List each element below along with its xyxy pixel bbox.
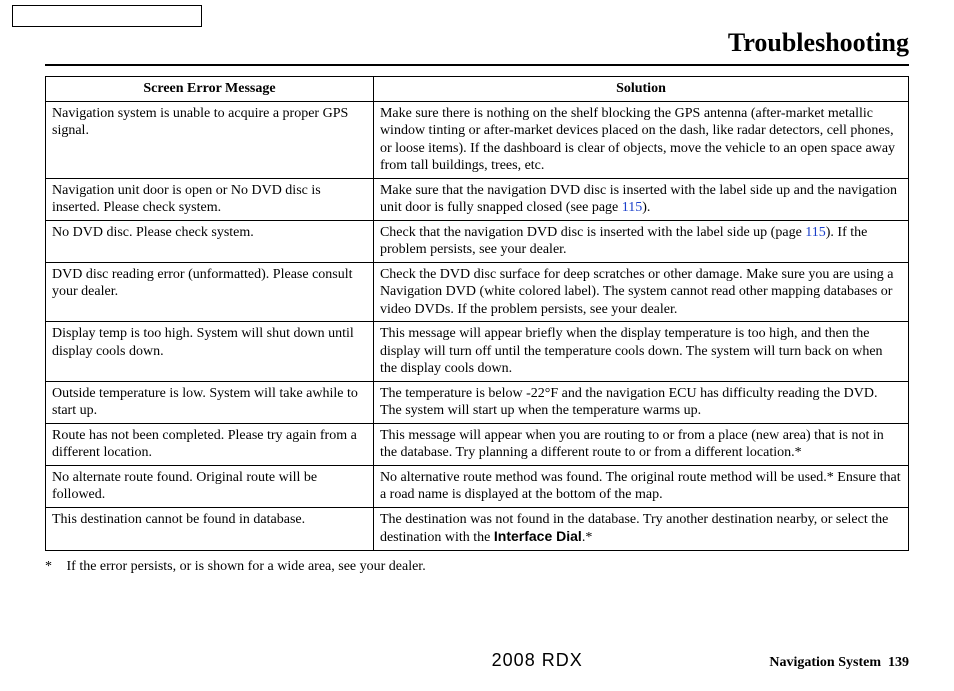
cell-solution: The temperature is below -22°F and the n… — [373, 381, 908, 423]
interface-dial-label: Interface Dial — [494, 528, 582, 544]
cell-solution: The destination was not found in the dat… — [373, 507, 908, 550]
footer-page-info: Navigation System 139 — [769, 655, 909, 671]
header-solution: Solution — [373, 77, 908, 102]
solution-text: ). — [642, 200, 650, 215]
solution-text: Check that the navigation DVD disc is in… — [380, 225, 805, 240]
cell-message: Route has not been completed. Please try… — [46, 423, 374, 465]
table-row: Outside temperature is low. System will … — [46, 381, 909, 423]
page-ref-link[interactable]: 115 — [805, 225, 825, 240]
cell-message: DVD disc reading error (unformatted). Pl… — [46, 262, 374, 322]
table-row: Navigation system is unable to acquire a… — [46, 101, 909, 178]
footnote: * If the error persists, or is shown for… — [45, 559, 909, 575]
table-row: No DVD disc. Please check system. Check … — [46, 220, 909, 262]
footer-section-label: Navigation System — [769, 655, 881, 670]
page-title: Troubleshooting — [45, 28, 909, 60]
table-row: Route has not been completed. Please try… — [46, 423, 909, 465]
table-row: Display temp is too high. System will sh… — [46, 322, 909, 382]
page-footer: 2008 RDX Navigation System 139 — [45, 650, 909, 671]
cell-message: No DVD disc. Please check system. — [46, 220, 374, 262]
cell-solution: Check the DVD disc surface for deep scra… — [373, 262, 908, 322]
cell-message: Outside temperature is low. System will … — [46, 381, 374, 423]
footer-model-year: 2008 RDX — [232, 650, 583, 671]
header-message: Screen Error Message — [46, 77, 374, 102]
cell-solution: Make sure that the navigation DVD disc i… — [373, 178, 908, 220]
cell-solution: Make sure there is nothing on the shelf … — [373, 101, 908, 178]
solution-text: .* — [582, 530, 593, 545]
table-header-row: Screen Error Message Solution — [46, 77, 909, 102]
cell-message: Navigation unit door is open or No DVD d… — [46, 178, 374, 220]
solution-text: The destination was not found in the dat… — [380, 512, 888, 546]
cell-solution: Check that the navigation DVD disc is in… — [373, 220, 908, 262]
table-row: Navigation unit door is open or No DVD d… — [46, 178, 909, 220]
cell-message: Navigation system is unable to acquire a… — [46, 101, 374, 178]
troubleshooting-table: Screen Error Message Solution Navigation… — [45, 76, 909, 551]
header-empty-box — [12, 5, 202, 27]
footnote-text: If the error persists, or is shown for a… — [67, 559, 426, 574]
cell-message: No alternate route found. Original route… — [46, 465, 374, 507]
table-row: No alternate route found. Original route… — [46, 465, 909, 507]
cell-message: This destination cannot be found in data… — [46, 507, 374, 550]
page-ref-link[interactable]: 115 — [622, 200, 642, 215]
cell-solution: This message will appear briefly when th… — [373, 322, 908, 382]
cell-message: Display temp is too high. System will sh… — [46, 322, 374, 382]
cell-solution: No alternative route method was found. T… — [373, 465, 908, 507]
table-row: This destination cannot be found in data… — [46, 507, 909, 550]
title-underline — [45, 64, 909, 66]
footer-page-number: 139 — [888, 655, 909, 670]
table-row: DVD disc reading error (unformatted). Pl… — [46, 262, 909, 322]
footnote-star: * — [45, 559, 63, 575]
cell-solution: This message will appear when you are ro… — [373, 423, 908, 465]
